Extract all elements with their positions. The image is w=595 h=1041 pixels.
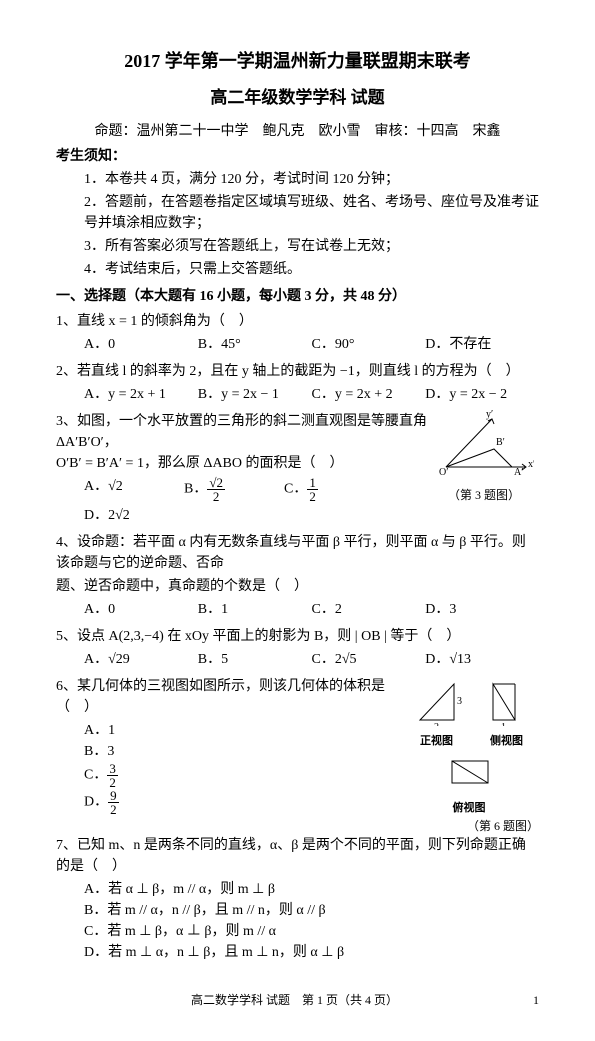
- option: A．0: [84, 599, 198, 620]
- option: A．若 α ⊥ β，m // α，则 m ⊥ β: [84, 879, 539, 900]
- q3-options: A．√2 B．√22 C．12 D．2√2: [84, 476, 429, 528]
- instruction-line: 1．本卷共 4 页，满分 120 分，考试时间 120 分钟；: [84, 169, 539, 190]
- option: C．90°: [312, 334, 426, 355]
- option: B．√22: [184, 476, 284, 503]
- option: D．若 m ⊥ α，n ⊥ β，且 m ⊥ n，则 α ⊥ β: [84, 942, 539, 963]
- option: D．√13: [425, 649, 539, 670]
- credits-line: 命题：温州第二十一中学 鲍凡克 欧小雪 审核：十四高 宋鑫: [56, 121, 539, 142]
- q1-options: A．0 B．45° C．90° D．不存在: [84, 334, 539, 357]
- q6-caption: （第 6 题图）: [399, 817, 539, 835]
- option: A．y = 2x + 1: [84, 384, 198, 405]
- option: C．2√5: [312, 649, 426, 670]
- option: A．√29: [84, 649, 198, 670]
- q4-line1: 4、设命题：若平面 α 内有无数条直线与平面 β 平行，则平面 α 与 β 平行…: [56, 535, 526, 571]
- svg-text:A′: A′: [514, 467, 523, 478]
- top-view-label: 俯视图: [399, 800, 539, 817]
- sub-title: 高二年级数学学科 试题: [56, 85, 539, 111]
- option: C．y = 2x + 2: [312, 384, 426, 405]
- main-title: 2017 学年第一学期温州新力量联盟期末联考: [56, 48, 539, 75]
- option: C．若 m ⊥ β，α ⊥ β，则 m // α: [84, 921, 539, 942]
- option: D．y = 2x − 2: [425, 384, 539, 405]
- section-heading: 一、选择题（本大题有 16 小题，每小题 3 分，共 48 分）: [56, 286, 539, 307]
- instruction-line: 3．所有答案必须写在答题纸上，写在试卷上无效；: [84, 236, 539, 257]
- q7-options: A．若 α ⊥ β，m // α，则 m ⊥ β B．若 m // α，n //…: [84, 879, 539, 963]
- option: D．3: [425, 599, 539, 620]
- instruction-line: 4．考试结束后，只需上交答题纸。: [84, 259, 539, 280]
- side-view-label: 侧视图: [487, 733, 527, 750]
- option: B．若 m // α，n // β，且 m // n，则 α // β: [84, 900, 539, 921]
- option: D．2√2: [84, 505, 184, 526]
- svg-text:B′: B′: [496, 437, 505, 448]
- front-view-label: 正视图: [412, 733, 462, 750]
- question-2: 2、若直线 l 的斜率为 2，且在 y 轴上的截距为 −1，则直线 l 的方程为…: [56, 361, 539, 382]
- notice-heading: 考生须知：: [56, 146, 539, 167]
- svg-text:y′: y′: [486, 409, 493, 420]
- option: B．5: [198, 649, 312, 670]
- question-6: 6、某几何体的三视图如图所示，则该几何体的体积是（ ）: [56, 676, 539, 718]
- page-footer: 高二数学学科 试题 第 1 页（共 4 页） 1: [56, 991, 539, 1009]
- svg-text:x′: x′: [528, 459, 534, 470]
- q4-options: A．0 B．1 C．2 D．3: [84, 599, 539, 622]
- svg-text:2: 2: [434, 722, 439, 726]
- q2-options: A．y = 2x + 1 B．y = 2x − 1 C．y = 2x + 2 D…: [84, 384, 539, 407]
- question-1: 1、直线 x = 1 的倾斜角为（ ）: [56, 311, 539, 332]
- footer-text: 高二数学学科 试题 第 1 页（共 4 页）: [191, 993, 398, 1007]
- option: B．1: [198, 599, 312, 620]
- instruction-line: 2．答题前，在答题卷指定区域填写班级、姓名、考场号、座位号及准考证号并填涂相应数…: [84, 192, 539, 234]
- option: B．y = 2x − 1: [198, 384, 312, 405]
- q5-options: A．√29 B．5 C．2√5 D．√13: [84, 649, 539, 672]
- option: C．12: [284, 476, 384, 503]
- option: D．不存在: [425, 334, 539, 355]
- svg-text:1: 1: [501, 722, 506, 726]
- q4-line2: 题、逆否命题中，真命题的个数是（ ）: [56, 576, 539, 597]
- option: B．45°: [198, 334, 312, 355]
- option: A．0: [84, 334, 198, 355]
- question-3: O′ A′ B′ x′ y′ （第 3 题图） 3、如图，一个水平放置的三角形的…: [56, 411, 539, 474]
- question-5: 5、设点 A(2,3,−4) 在 xOy 平面上的射影为 B，则 | OB | …: [56, 626, 539, 647]
- q3-caption: （第 3 题图）: [429, 486, 539, 504]
- q3-figure: O′ A′ B′ x′ y′: [434, 409, 534, 479]
- svg-text:O′: O′: [439, 467, 448, 478]
- question-4: 4、设命题：若平面 α 内有无数条直线与平面 β 平行，则平面 α 与 β 平行…: [56, 532, 539, 574]
- option: C．2: [312, 599, 426, 620]
- option: A．√2: [84, 476, 184, 503]
- page-number: 1: [533, 991, 539, 1009]
- top-view-icon: [442, 753, 496, 793]
